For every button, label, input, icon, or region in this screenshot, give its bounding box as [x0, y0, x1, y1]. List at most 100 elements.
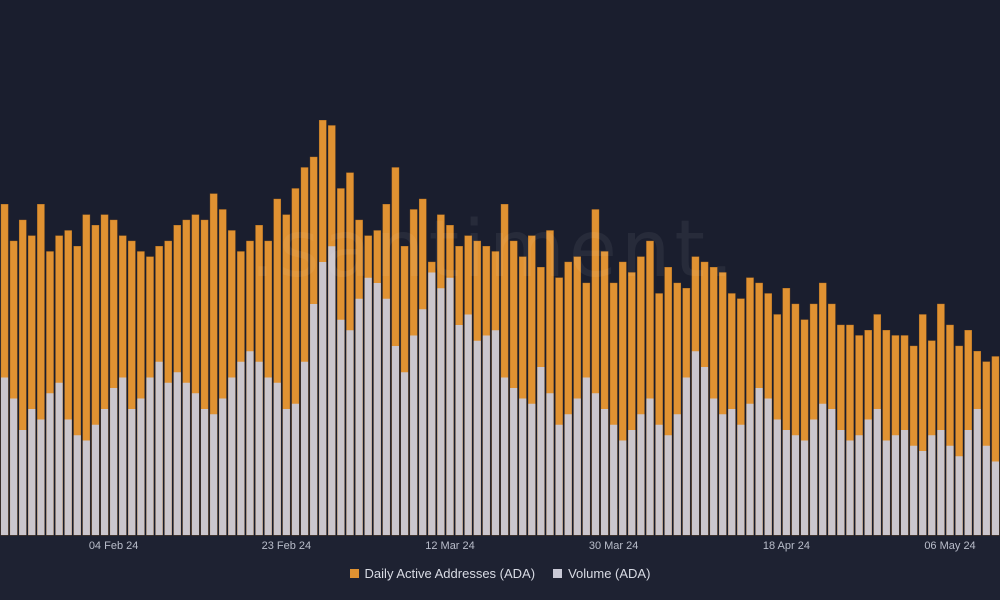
- x-tick-label: 04 Feb 24: [89, 540, 139, 552]
- volume-bar: [755, 388, 763, 535]
- volume-bar: [401, 372, 409, 535]
- volume-bar: [428, 272, 436, 535]
- volume-bar: [310, 304, 318, 535]
- volume-bar: [628, 430, 636, 535]
- volume-bar: [291, 403, 299, 535]
- volume-bar: [91, 424, 99, 535]
- volume-bar: [419, 309, 427, 535]
- volume-bar: [237, 361, 245, 535]
- volume-bar: [155, 361, 163, 535]
- volume-bar: [282, 409, 290, 535]
- volume-bar: [464, 314, 472, 535]
- volume-bar: [582, 377, 590, 535]
- volume-bar: [455, 325, 463, 535]
- legend-label-addresses: Daily Active Addresses (ADA): [364, 566, 536, 581]
- volume-bar: [728, 409, 736, 535]
- legend-item-volume[interactable]: Volume (ADA): [553, 566, 650, 581]
- volume-bar: [964, 430, 972, 535]
- volume-bar: [646, 398, 654, 535]
- volume-bar: [601, 409, 609, 535]
- volume-bar: [373, 283, 381, 535]
- x-tick-label: 23 Feb 24: [262, 540, 312, 552]
- x-tick-label: 06 May 24: [924, 540, 975, 552]
- volume-bar: [182, 382, 190, 535]
- volume-bar: [264, 377, 272, 535]
- volume-bar: [719, 414, 727, 535]
- volume-bar: [410, 335, 418, 535]
- volume-bar: [346, 330, 354, 535]
- volume-bar: [764, 398, 772, 535]
- volume-bar: [746, 403, 754, 535]
- volume-bar: [364, 277, 372, 535]
- volume-bar: [501, 377, 509, 535]
- volume-bar: [301, 361, 309, 535]
- volume-bar: [191, 393, 199, 535]
- volume-bar: [273, 382, 281, 535]
- volume-bar: [10, 398, 18, 535]
- volume-bar: [619, 440, 627, 535]
- volume-bar: [691, 351, 699, 535]
- volume-bar: [555, 424, 563, 535]
- volume-bar: [637, 414, 645, 535]
- volume-bar: [673, 414, 681, 535]
- volume-bar: [510, 388, 518, 535]
- legend-label-volume: Volume (ADA): [568, 566, 651, 581]
- volume-bar: [382, 298, 390, 535]
- volume-bar: [855, 435, 863, 535]
- volume-bar: [73, 435, 81, 535]
- volume-bar: [473, 340, 481, 535]
- volume-bar: [937, 430, 945, 535]
- volume-bar: [173, 372, 181, 535]
- volume-bar: [82, 440, 90, 535]
- volume-bar: [37, 419, 45, 535]
- volume-bar: [64, 419, 72, 535]
- volume-bar: [701, 367, 709, 535]
- volume-bar: [828, 409, 836, 535]
- volume-bar: [955, 456, 963, 535]
- volume-bar: [519, 398, 527, 535]
- legend-item-addresses[interactable]: Daily Active Addresses (ADA): [349, 566, 536, 581]
- volume-bar: [537, 367, 545, 535]
- volume-bar: [528, 403, 536, 535]
- volume-bar: [928, 435, 936, 535]
- volume-bar: [491, 330, 499, 535]
- volume-bar: [901, 430, 909, 535]
- volume-bar: [319, 262, 327, 535]
- x-tick-label: 12 Mar 24: [425, 540, 475, 552]
- volume-bar: [355, 298, 363, 535]
- volume-bar: [391, 346, 399, 535]
- volume-bar: [482, 335, 490, 535]
- volume-bar: [891, 435, 899, 535]
- volume-bar: [146, 377, 154, 535]
- volume-bar: [873, 409, 881, 535]
- volume-bar: [882, 440, 890, 535]
- volume-bar: [137, 398, 145, 535]
- x-tick-label: 18 Apr 24: [763, 540, 810, 552]
- volume-bar: [991, 461, 999, 535]
- volume-bar: [864, 419, 872, 535]
- x-axis-band: [0, 535, 1000, 600]
- volume-bar: [791, 435, 799, 535]
- volume-bar: [19, 430, 27, 535]
- volume-bar: [819, 403, 827, 535]
- volume-bar: [28, 409, 36, 535]
- volume-bar: [219, 398, 227, 535]
- volume-bar: [110, 388, 118, 535]
- volume-bar: [228, 377, 236, 535]
- volume-bar: [664, 435, 672, 535]
- volume-bar: [810, 419, 818, 535]
- volume-bar: [119, 377, 127, 535]
- volume-bar: [737, 424, 745, 535]
- x-axis-ticks: 04 Feb 24 23 Feb 24 12 Mar 24 30 Mar 24 18 A…: [89, 540, 976, 552]
- legend: Daily Active Addresses (ADA) Volume (ADA…: [0, 566, 1000, 581]
- volume-bar: [801, 440, 809, 535]
- volume-bar: [101, 409, 109, 535]
- volume-bar: [564, 414, 572, 535]
- volume-bar: [573, 398, 581, 535]
- volume-series: [1, 246, 999, 535]
- volume-bar: [1, 377, 9, 535]
- x-tick-label: 30 Mar 24: [589, 540, 639, 552]
- volume-bar: [210, 414, 218, 535]
